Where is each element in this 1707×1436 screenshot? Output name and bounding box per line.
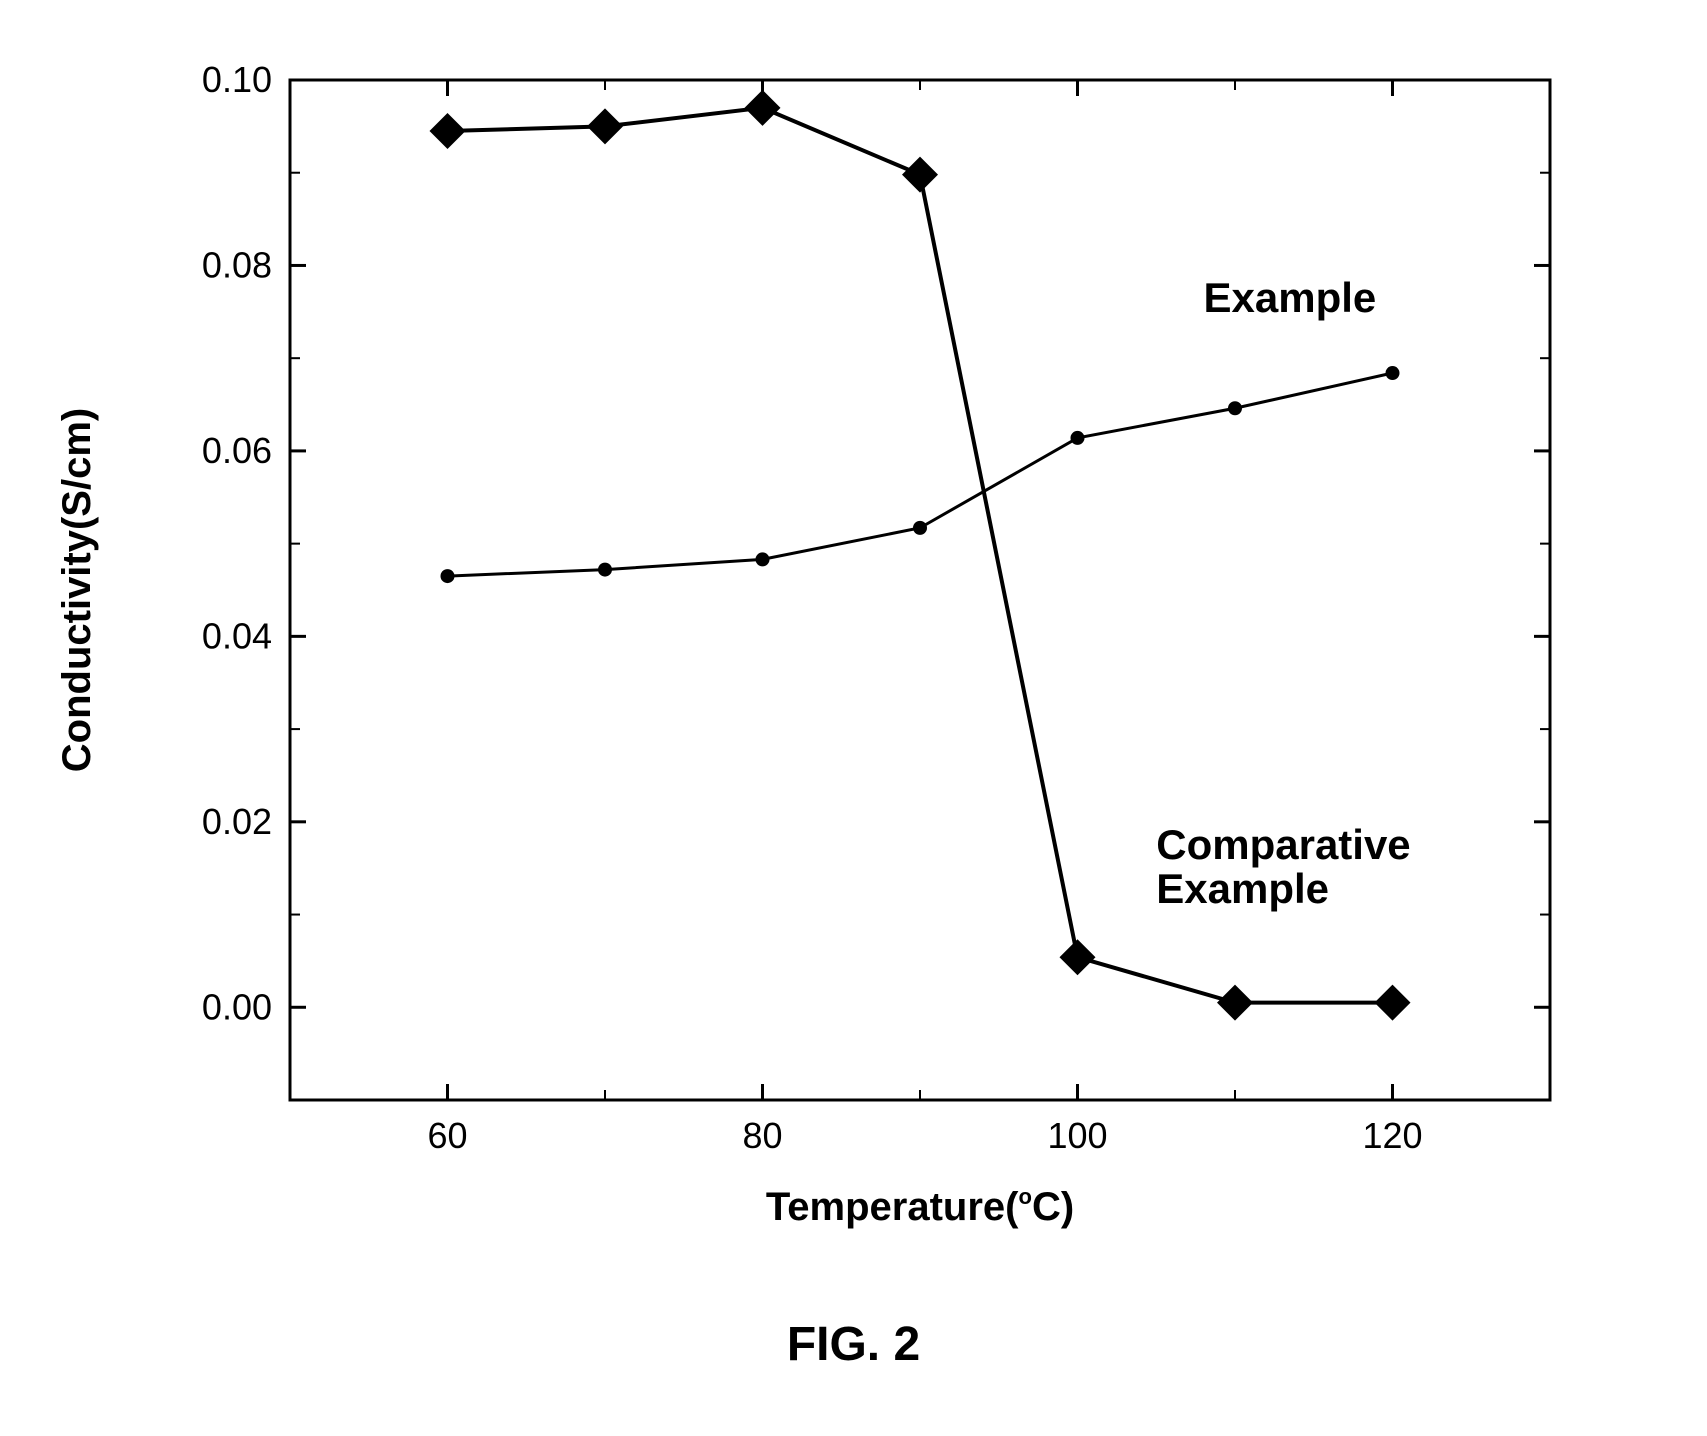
series-label-example: Example xyxy=(1204,274,1377,321)
data-point xyxy=(745,90,781,126)
x-tick-label: 100 xyxy=(1047,1115,1107,1156)
y-tick-label: 0.02 xyxy=(202,801,272,842)
x-tick-label: 80 xyxy=(742,1115,782,1156)
y-tick-label: 0.08 xyxy=(202,244,272,285)
y-tick-label: 0.06 xyxy=(202,430,272,471)
data-point xyxy=(756,552,770,566)
data-point xyxy=(902,157,938,193)
chart-svg: 60 80 100 120 0.00 0.02 0.04 0.06 0.08 0.10 Conduc… xyxy=(0,0,1707,1436)
data-point xyxy=(430,113,466,149)
data-point xyxy=(1228,401,1242,415)
x-axis-label: Temperature(oC) xyxy=(766,1184,1074,1229)
y-tick-label: 0.10 xyxy=(202,59,272,100)
data-point xyxy=(1375,985,1411,1021)
figure-caption: FIG. 2 xyxy=(787,1318,920,1371)
series-line-example xyxy=(448,373,1393,576)
data-point xyxy=(587,108,623,144)
y-tick-label: 0.00 xyxy=(202,986,272,1027)
data-point xyxy=(1386,366,1400,380)
data-point xyxy=(913,521,927,535)
data-point xyxy=(441,569,455,583)
y-axis-label: Conductivity(S/cm) xyxy=(55,408,99,772)
data-point xyxy=(1071,431,1085,445)
data-point xyxy=(598,563,612,577)
data-point xyxy=(1060,939,1096,975)
y-tick-label: 0.04 xyxy=(202,615,272,656)
chart-container: 60 80 100 120 0.00 0.02 0.04 0.06 0.08 0.10 Conduc… xyxy=(0,0,1707,1436)
x-tick-label: 120 xyxy=(1362,1115,1422,1156)
x-tick-label: 60 xyxy=(427,1115,467,1156)
series-label-comparative-example: ComparativeExample xyxy=(1156,821,1410,912)
data-point xyxy=(1217,985,1253,1021)
